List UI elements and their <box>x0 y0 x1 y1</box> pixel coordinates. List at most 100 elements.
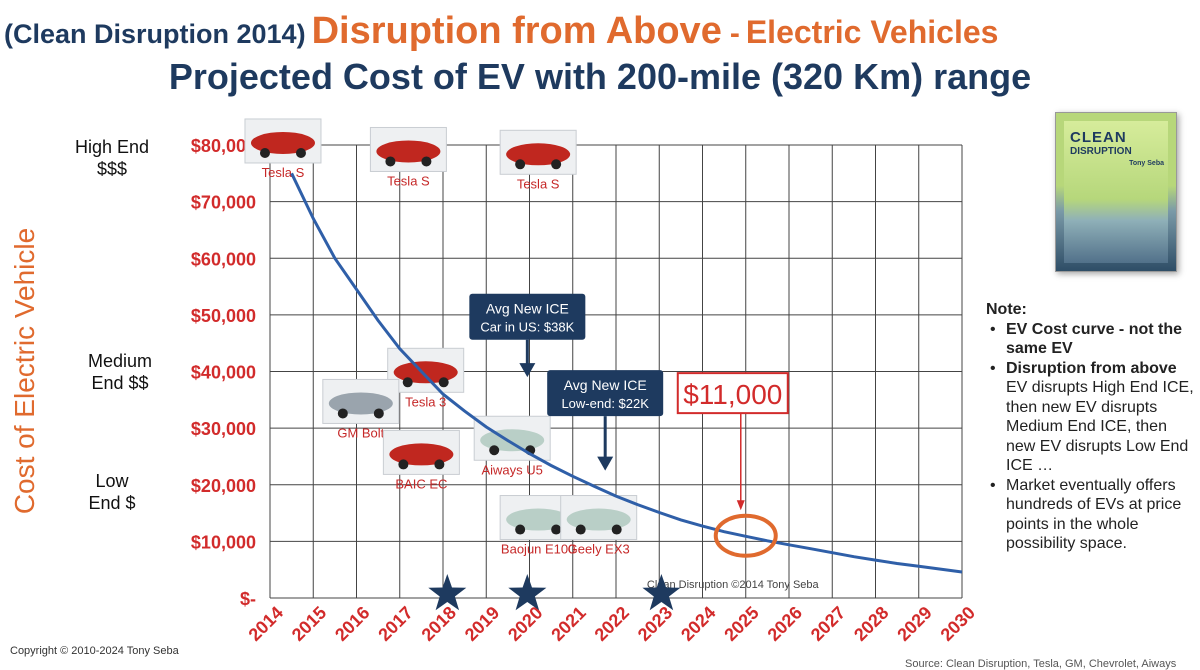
car-image-wheel <box>434 459 445 470</box>
x-tick-label: 2021 <box>547 603 589 645</box>
segment-medium-end-line1: Medium <box>87 351 153 371</box>
star-marker <box>508 574 547 611</box>
car-label: Tesla 3 <box>405 394 446 409</box>
y-tick-label: $70,000 <box>191 193 256 213</box>
x-tick-label: 2016 <box>331 603 373 645</box>
annotation-line2: Low-end: $22K <box>561 396 649 411</box>
segment-high-end-line2: $$$ <box>96 159 128 179</box>
x-tick-label: 2026 <box>764 603 806 645</box>
x-tick-label: 2022 <box>591 603 633 645</box>
x-tick-label: 2027 <box>807 603 849 645</box>
x-tick-label: 2028 <box>850 603 892 645</box>
car-image-wheel <box>611 524 622 535</box>
x-tick-label: 2024 <box>677 603 719 645</box>
cost-curve-line <box>290 172 963 574</box>
book-author: Tony Seba <box>1129 160 1164 167</box>
car-label: Baojun E100 <box>501 542 575 557</box>
segment-medium-end-line2: End $$ <box>91 373 149 393</box>
note-item: Market eventually offers hundreds of EVs… <box>990 476 1196 554</box>
car-thumbnail: Tesla 3 <box>387 347 465 409</box>
book-title-line2: DISRUPTION <box>1070 146 1132 157</box>
x-tick-label: 2025 <box>720 603 762 645</box>
segment-low-end-line2: End $ <box>88 493 136 513</box>
y-tick-label: $10,000 <box>191 532 256 552</box>
title-sub: Electric Vehicles <box>745 14 999 50</box>
price-callout-arrow-head <box>736 500 745 511</box>
car-thumbnail: GM Bolt <box>322 378 400 440</box>
car-image-wheel <box>438 377 449 388</box>
car-thumbnail: Baojun E100 <box>499 495 577 557</box>
note-item-bold: Disruption from above <box>1006 359 1177 377</box>
segment-medium-end: Medium End $$ <box>70 350 170 394</box>
annotation-arrow-head <box>519 363 536 378</box>
car-image-wheel <box>575 524 586 535</box>
car-image-wheel <box>551 159 562 170</box>
notes-list: EV Cost curve - not the same EV Disrupti… <box>986 320 1196 554</box>
chart-caption: Clean Disruption ©2014 Tony Seba <box>647 579 820 591</box>
x-tick-label: 2018 <box>418 603 460 645</box>
annotation-box <box>547 370 664 417</box>
x-tick-label: 2023 <box>634 603 676 645</box>
notes-heading: Note: <box>986 301 1027 318</box>
car-label: Geely EX3 <box>568 542 630 557</box>
car-label: BAIC EC <box>395 476 447 491</box>
book-cover-image: CLEAN DISRUPTION Tony Seba <box>1055 112 1177 272</box>
y-tick-label: $60,000 <box>191 249 256 269</box>
star-marker <box>642 574 681 611</box>
ice-annotation: Avg New ICE Car in US: $38K <box>469 293 586 378</box>
ice-annotation: Avg New ICE Low-end: $22K <box>547 370 664 471</box>
x-tick-label: 2015 <box>288 603 330 645</box>
book-title-line1: CLEAN <box>1070 129 1127 146</box>
car-thumbnail: Tesla S <box>244 118 322 180</box>
car-image-wheel <box>295 147 306 158</box>
car-image-wheel <box>259 147 270 158</box>
note-item-text: EV disrupts High End ICE, then new EV di… <box>1006 379 1194 474</box>
y-tick-label: $50,000 <box>191 306 256 326</box>
car-label: Tesla S <box>387 173 430 188</box>
car-image-wheel <box>337 408 348 419</box>
source-note: Source: Clean Disruption, Tesla, GM, Che… <box>905 658 1177 670</box>
y-tick-label: $80,000 <box>191 136 256 156</box>
y-tick-label: $30,000 <box>191 419 256 439</box>
annotation-line1: Avg New ICE <box>486 301 569 317</box>
note-item-text: Market eventually offers hundreds of EVs… <box>1006 476 1182 553</box>
segment-high-end-line1: High End <box>74 137 150 157</box>
price-callout-box <box>676 372 789 415</box>
car-thumbnail: Geely EX3 <box>560 495 638 557</box>
x-tick-label: 2029 <box>893 603 935 645</box>
car-image-wheel <box>489 445 500 456</box>
car-label: Tesla S <box>517 176 560 191</box>
segment-low-end-line1: Low <box>95 471 129 491</box>
car-thumbnail: BAIC EC <box>382 429 460 491</box>
title: (Clean Disruption 2014) Disruption from A… <box>4 10 998 53</box>
book-cover-art <box>1064 121 1168 263</box>
segment-low-end: Low End $ <box>62 470 162 514</box>
note-item: Disruption from above EV disrupts High E… <box>990 359 1196 476</box>
x-tick-label: 2017 <box>374 603 416 645</box>
car-image-wheel <box>373 408 384 419</box>
car-thumbnail: Tesla S <box>499 129 577 191</box>
title-main: Disruption from Above <box>311 10 722 52</box>
car-image-wheel <box>385 156 396 167</box>
annotation-line1: Avg New ICE <box>564 377 647 393</box>
y-tick-label: $40,000 <box>191 363 256 383</box>
price-callout-text: $11,000 <box>683 379 782 410</box>
y-tick-label: $20,000 <box>191 476 256 496</box>
note-item: EV Cost curve - not the same EV <box>990 320 1196 359</box>
segment-high-end: High End $$$ <box>62 136 162 180</box>
annotation-line2: Car in US: $38K <box>480 320 574 335</box>
car-image-wheel <box>421 156 432 167</box>
car-label: Aiways U5 <box>481 462 542 477</box>
x-tick-label: 2030 <box>937 603 979 645</box>
price-callout: $11,000 <box>676 372 789 511</box>
car-label: GM Bolt <box>337 425 384 440</box>
chart-subtitle: Projected Cost of EV with 200-mile (320 … <box>168 56 1032 97</box>
car-thumbnail: Tesla S <box>369 126 447 188</box>
title-prefix: (Clean Disruption 2014) <box>4 19 306 49</box>
notes-panel: Note: EV Cost curve - not the same EV Di… <box>986 300 1196 554</box>
car-image-wheel <box>402 377 413 388</box>
car-thumbnail: Aiways U5 <box>473 415 551 477</box>
y-tick-label: $- <box>240 589 256 609</box>
annotation-box <box>469 293 586 340</box>
